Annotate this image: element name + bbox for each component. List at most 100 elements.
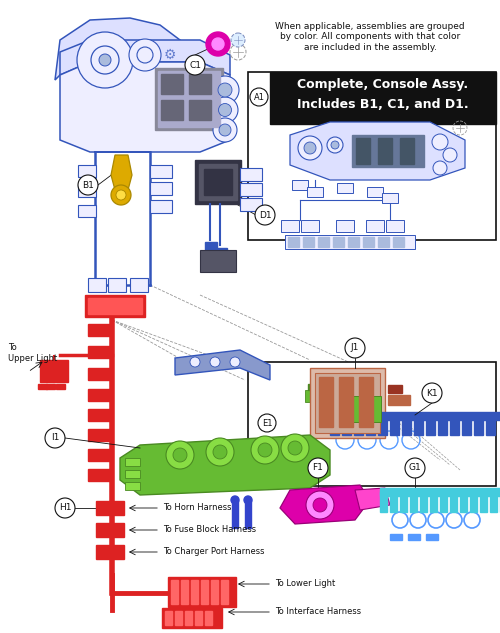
Bar — [301, 220, 319, 232]
Bar — [486, 415, 495, 435]
Circle shape — [306, 491, 334, 519]
Bar — [410, 492, 417, 512]
Circle shape — [345, 338, 365, 358]
Circle shape — [210, 357, 220, 367]
Bar — [215, 248, 227, 256]
Bar — [161, 100, 183, 120]
Bar — [181, 580, 188, 604]
Bar — [388, 395, 410, 405]
Bar — [359, 377, 373, 427]
Circle shape — [432, 134, 448, 150]
Bar — [382, 193, 398, 203]
Bar — [150, 165, 172, 178]
Bar — [201, 580, 208, 604]
Bar — [388, 385, 402, 393]
Text: To Fuse Block Harness: To Fuse Block Harness — [163, 525, 256, 534]
Circle shape — [308, 458, 328, 478]
Bar — [321, 377, 331, 383]
Circle shape — [166, 441, 194, 469]
Circle shape — [219, 124, 231, 136]
Bar — [195, 160, 241, 204]
Bar — [339, 396, 381, 422]
Bar — [330, 390, 372, 416]
Circle shape — [250, 88, 268, 106]
Circle shape — [218, 83, 232, 97]
Circle shape — [55, 498, 75, 518]
Polygon shape — [55, 18, 200, 80]
Bar — [334, 396, 342, 412]
Bar — [108, 278, 126, 292]
Circle shape — [218, 104, 232, 116]
Bar — [46, 384, 55, 389]
Bar — [88, 389, 110, 401]
Bar — [88, 298, 142, 314]
Bar — [440, 492, 447, 512]
Text: ⚙: ⚙ — [164, 48, 176, 62]
Bar — [96, 545, 124, 559]
Polygon shape — [355, 488, 390, 510]
Bar — [285, 235, 415, 249]
Bar — [150, 182, 172, 195]
Bar — [240, 183, 262, 196]
Bar — [88, 278, 106, 292]
Bar — [307, 187, 323, 197]
Bar — [248, 72, 496, 240]
Text: To Charger Port Harness: To Charger Port Harness — [163, 548, 264, 556]
Bar — [88, 368, 110, 380]
Bar — [450, 492, 457, 512]
Bar — [400, 138, 414, 164]
Bar — [400, 492, 407, 512]
Bar — [158, 71, 220, 127]
Bar — [318, 237, 329, 247]
Circle shape — [190, 357, 200, 367]
Bar — [88, 324, 110, 336]
Text: To
Upper Light: To Upper Light — [8, 343, 57, 363]
Polygon shape — [120, 435, 330, 495]
Bar — [88, 469, 110, 481]
Bar — [305, 390, 323, 402]
Bar — [366, 415, 375, 435]
Text: I1: I1 — [51, 434, 59, 442]
Bar — [40, 360, 68, 382]
Bar — [342, 415, 351, 435]
Text: H1: H1 — [59, 503, 72, 513]
Bar — [390, 534, 402, 540]
Bar — [303, 237, 314, 247]
Bar — [462, 415, 471, 435]
Bar — [318, 383, 336, 395]
Circle shape — [304, 142, 316, 154]
Text: B1: B1 — [82, 180, 94, 189]
Polygon shape — [60, 40, 230, 75]
Bar — [363, 237, 374, 247]
Text: D1: D1 — [258, 211, 272, 220]
Bar — [96, 501, 124, 515]
Circle shape — [422, 383, 442, 403]
Bar — [333, 392, 375, 418]
Bar — [380, 488, 500, 496]
Circle shape — [231, 33, 245, 47]
Bar — [426, 415, 435, 435]
Text: F1: F1 — [312, 463, 324, 472]
Bar — [420, 492, 427, 512]
Bar — [191, 580, 198, 604]
Circle shape — [211, 76, 239, 104]
Bar — [96, 523, 124, 537]
Circle shape — [258, 443, 272, 457]
Text: G1: G1 — [408, 463, 422, 472]
Bar — [288, 237, 299, 247]
Bar — [161, 74, 183, 94]
Circle shape — [212, 38, 224, 50]
Circle shape — [213, 118, 237, 142]
Bar — [240, 168, 262, 181]
Circle shape — [185, 55, 205, 75]
Circle shape — [405, 458, 425, 478]
Bar — [248, 362, 496, 486]
Bar — [480, 492, 487, 512]
Bar — [367, 187, 383, 197]
Bar — [319, 377, 333, 427]
Bar — [175, 611, 182, 625]
Bar — [221, 580, 228, 604]
Bar — [339, 377, 353, 427]
Text: Complete, Console Assy.: Complete, Console Assy. — [298, 78, 468, 91]
Circle shape — [206, 438, 234, 466]
